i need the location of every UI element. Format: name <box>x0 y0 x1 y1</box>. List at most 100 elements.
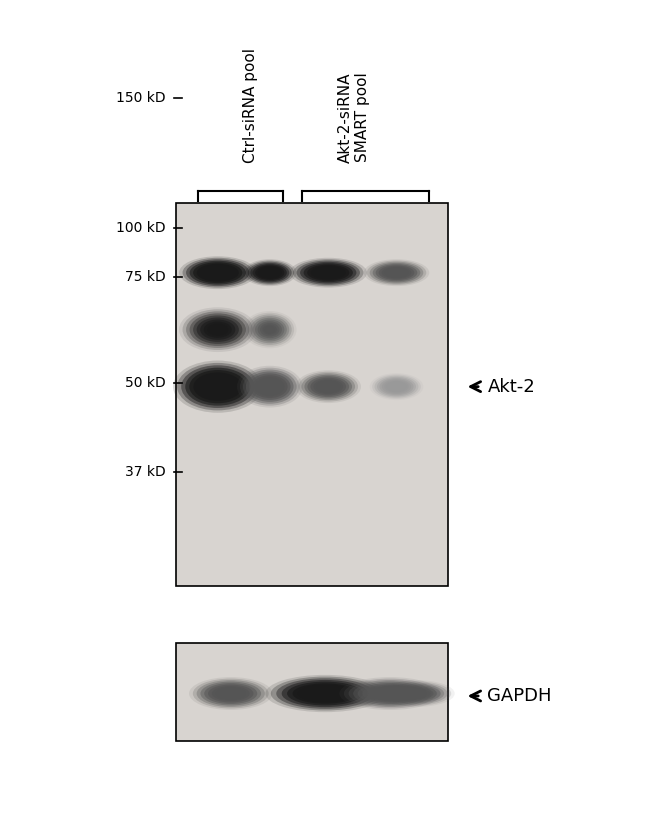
Bar <box>176 643 448 741</box>
Ellipse shape <box>320 692 330 695</box>
Ellipse shape <box>313 379 343 394</box>
Ellipse shape <box>189 677 272 710</box>
Ellipse shape <box>317 381 340 392</box>
Ellipse shape <box>388 684 444 703</box>
Ellipse shape <box>207 323 228 336</box>
Text: 75 kD: 75 kD <box>125 269 166 284</box>
Text: 50 kD: 50 kD <box>125 375 166 390</box>
Text: GAPDH: GAPDH <box>488 687 552 705</box>
Ellipse shape <box>193 679 268 708</box>
Ellipse shape <box>209 382 226 392</box>
Ellipse shape <box>372 374 421 399</box>
Ellipse shape <box>255 320 285 340</box>
Ellipse shape <box>246 371 294 402</box>
Ellipse shape <box>211 326 225 334</box>
Ellipse shape <box>367 260 426 285</box>
Ellipse shape <box>381 681 451 706</box>
Ellipse shape <box>395 686 437 701</box>
Ellipse shape <box>318 269 339 277</box>
Ellipse shape <box>214 327 221 332</box>
Ellipse shape <box>246 260 294 285</box>
Ellipse shape <box>391 685 441 702</box>
Ellipse shape <box>211 269 225 276</box>
Ellipse shape <box>250 316 289 344</box>
Text: Akt-2-siRNA
SMART pool: Akt-2-siRNA SMART pool <box>338 72 370 163</box>
Ellipse shape <box>185 368 250 405</box>
Ellipse shape <box>370 261 423 284</box>
Ellipse shape <box>186 312 250 348</box>
Ellipse shape <box>179 308 257 352</box>
Ellipse shape <box>193 262 242 283</box>
Ellipse shape <box>214 271 221 274</box>
Ellipse shape <box>252 375 287 398</box>
Ellipse shape <box>248 261 292 284</box>
Ellipse shape <box>265 326 274 333</box>
Ellipse shape <box>207 269 228 277</box>
Ellipse shape <box>258 379 281 394</box>
Ellipse shape <box>364 259 429 287</box>
Ellipse shape <box>179 256 257 289</box>
Ellipse shape <box>292 684 358 703</box>
Ellipse shape <box>200 265 235 280</box>
Ellipse shape <box>267 271 272 274</box>
Ellipse shape <box>281 680 369 707</box>
Ellipse shape <box>293 259 363 287</box>
Ellipse shape <box>253 317 287 342</box>
Ellipse shape <box>372 688 408 699</box>
Ellipse shape <box>289 258 367 287</box>
Ellipse shape <box>325 385 332 388</box>
Ellipse shape <box>370 373 423 400</box>
Ellipse shape <box>296 260 360 285</box>
Ellipse shape <box>212 686 250 701</box>
Ellipse shape <box>253 264 287 282</box>
Ellipse shape <box>413 692 419 695</box>
Ellipse shape <box>189 370 246 403</box>
Ellipse shape <box>309 689 341 698</box>
Ellipse shape <box>177 363 259 410</box>
Ellipse shape <box>298 372 358 401</box>
Ellipse shape <box>402 689 430 698</box>
Ellipse shape <box>363 685 417 702</box>
Ellipse shape <box>389 383 404 391</box>
Ellipse shape <box>240 368 300 405</box>
Ellipse shape <box>325 271 332 274</box>
Ellipse shape <box>237 365 302 408</box>
Ellipse shape <box>203 267 232 278</box>
Text: 37 kD: 37 kD <box>125 465 166 479</box>
Ellipse shape <box>307 265 350 281</box>
Ellipse shape <box>220 689 242 698</box>
Ellipse shape <box>173 361 263 413</box>
Ellipse shape <box>255 377 285 396</box>
Ellipse shape <box>183 258 253 287</box>
Ellipse shape <box>208 685 254 702</box>
Ellipse shape <box>304 374 352 399</box>
Ellipse shape <box>353 681 427 706</box>
Ellipse shape <box>387 382 406 392</box>
Ellipse shape <box>314 690 336 697</box>
Ellipse shape <box>391 384 402 389</box>
Ellipse shape <box>243 370 296 404</box>
Bar <box>176 204 448 586</box>
Text: 150 kD: 150 kD <box>116 90 166 105</box>
Ellipse shape <box>265 270 274 275</box>
Text: Akt-2: Akt-2 <box>488 378 535 396</box>
Ellipse shape <box>257 322 282 338</box>
Ellipse shape <box>186 259 250 287</box>
Ellipse shape <box>193 316 242 344</box>
Ellipse shape <box>223 690 239 697</box>
Ellipse shape <box>261 381 279 392</box>
Ellipse shape <box>304 687 346 700</box>
Ellipse shape <box>196 681 265 707</box>
Ellipse shape <box>198 374 238 399</box>
Ellipse shape <box>321 270 335 275</box>
Ellipse shape <box>311 266 346 279</box>
Ellipse shape <box>276 678 374 709</box>
Ellipse shape <box>257 266 282 278</box>
Ellipse shape <box>249 374 291 400</box>
Ellipse shape <box>307 376 349 397</box>
Ellipse shape <box>267 328 272 331</box>
Ellipse shape <box>287 681 363 706</box>
Ellipse shape <box>381 690 399 697</box>
Ellipse shape <box>378 265 415 280</box>
Ellipse shape <box>203 322 232 338</box>
